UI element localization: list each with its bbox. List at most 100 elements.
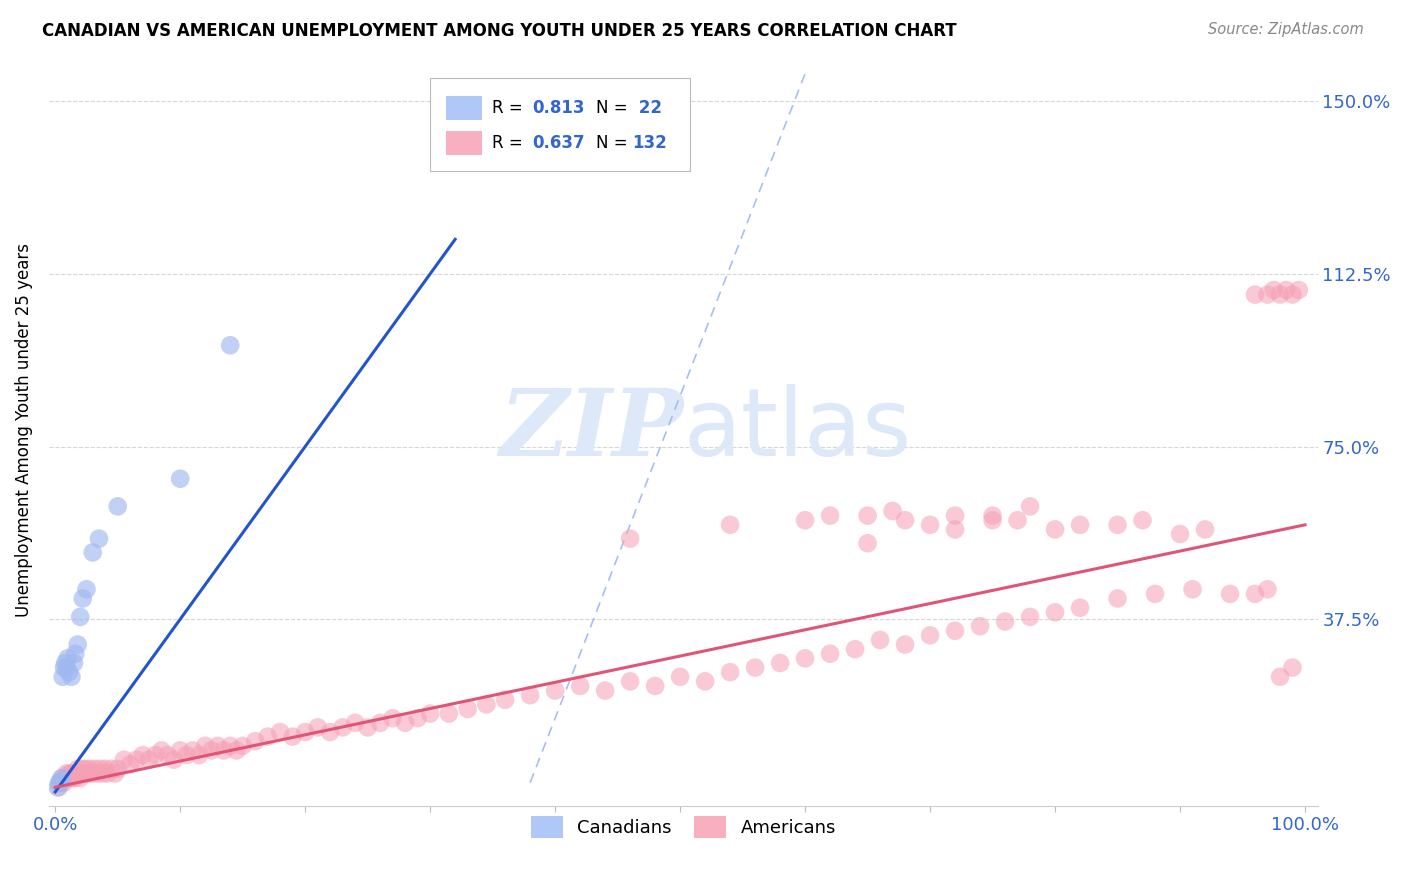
Point: [51, 771, 73, 785]
Point: [475, 698, 498, 712]
Point: [82, 766, 104, 780]
Point: [58, 665, 80, 680]
Text: N =: N =: [596, 99, 633, 117]
Point: [75, 762, 97, 776]
Point: [718, 517, 741, 532]
Point: [669, 670, 692, 684]
Point: [769, 656, 792, 670]
Point: [82, 545, 104, 559]
Point: [1257, 582, 1279, 597]
Text: CANADIAN VS AMERICAN UNEMPLOYMENT AMONG YOUTH UNDER 25 YEARS CORRELATION CHART: CANADIAN VS AMERICAN UNEMPLOYMENT AMONG …: [42, 22, 957, 40]
Point: [66, 638, 89, 652]
Point: [52, 771, 75, 785]
Point: [307, 720, 329, 734]
Point: [66, 762, 89, 776]
Point: [419, 706, 441, 721]
Point: [1275, 283, 1298, 297]
Point: [943, 523, 966, 537]
Point: [818, 508, 841, 523]
Point: [56, 651, 79, 665]
Point: [969, 619, 991, 633]
Text: R =: R =: [492, 134, 527, 152]
Point: [1107, 517, 1129, 532]
Point: [97, 766, 120, 780]
Point: [544, 683, 567, 698]
Point: [920, 628, 942, 642]
Point: [1194, 523, 1216, 537]
Point: [156, 747, 179, 762]
Point: [1288, 283, 1310, 297]
Point: [1244, 587, 1267, 601]
Point: [368, 715, 391, 730]
Point: [60, 670, 83, 684]
Point: [894, 638, 917, 652]
Point: [344, 715, 367, 730]
Point: [1281, 660, 1303, 674]
FancyBboxPatch shape: [446, 95, 481, 120]
Point: [143, 747, 166, 762]
Point: [104, 766, 127, 780]
Point: [219, 338, 242, 352]
Point: [1043, 523, 1066, 537]
Point: [943, 624, 966, 638]
Point: [163, 753, 186, 767]
Point: [48, 775, 70, 789]
Text: ZIP: ZIP: [499, 385, 683, 475]
Point: [981, 513, 1004, 527]
Point: [593, 683, 616, 698]
Point: [1132, 513, 1154, 527]
Point: [406, 711, 429, 725]
Point: [1069, 517, 1091, 532]
Point: [644, 679, 666, 693]
Point: [194, 739, 217, 753]
Point: [73, 766, 96, 780]
Point: [125, 753, 148, 767]
Legend: Canadians, Americans: Canadians, Americans: [523, 809, 844, 846]
Point: [55, 660, 77, 674]
Point: [818, 647, 841, 661]
Point: [94, 762, 117, 776]
Point: [86, 766, 108, 780]
Point: [332, 720, 354, 734]
Point: [394, 715, 416, 730]
Point: [619, 532, 641, 546]
Point: [200, 743, 222, 757]
Point: [794, 651, 817, 665]
FancyBboxPatch shape: [430, 78, 689, 171]
Point: [357, 720, 380, 734]
Point: [63, 766, 86, 780]
Point: [794, 513, 817, 527]
Point: [65, 766, 87, 780]
Point: [63, 771, 86, 785]
Point: [69, 771, 91, 785]
Point: [1043, 605, 1066, 619]
Point: [51, 775, 73, 789]
Point: [52, 775, 75, 789]
Point: [994, 615, 1017, 629]
Point: [138, 753, 160, 767]
Point: [619, 674, 641, 689]
Point: [1007, 513, 1029, 527]
Point: [89, 762, 111, 776]
Point: [87, 532, 110, 546]
Point: [100, 762, 122, 776]
Point: [281, 730, 304, 744]
Point: [49, 775, 72, 789]
Point: [695, 674, 717, 689]
Text: atlas: atlas: [683, 384, 911, 476]
Point: [76, 766, 98, 780]
Point: [981, 508, 1004, 523]
Point: [269, 725, 291, 739]
Point: [70, 766, 93, 780]
FancyBboxPatch shape: [446, 131, 481, 155]
Point: [69, 610, 91, 624]
Point: [207, 739, 229, 753]
Point: [1019, 610, 1042, 624]
Point: [56, 771, 79, 785]
Point: [1219, 587, 1241, 601]
Point: [225, 743, 247, 757]
Point: [894, 513, 917, 527]
Point: [1244, 287, 1267, 301]
Point: [882, 504, 904, 518]
Point: [72, 762, 94, 776]
